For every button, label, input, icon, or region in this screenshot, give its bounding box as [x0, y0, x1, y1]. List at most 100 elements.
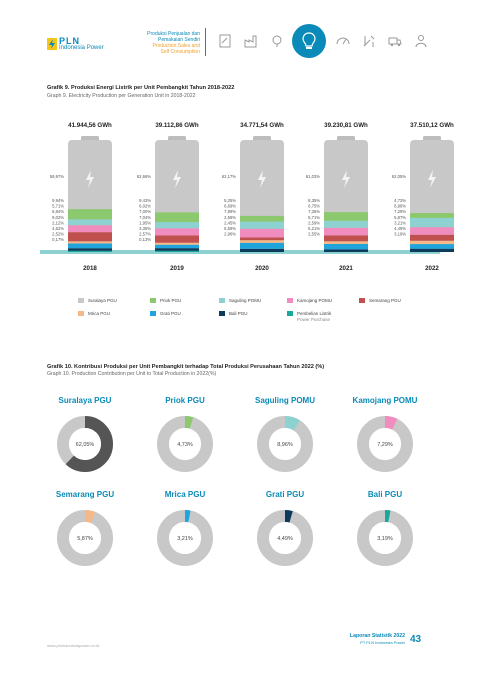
segment-label: 3,21%: [394, 220, 406, 225]
donut-svg: 3,21%: [157, 510, 213, 566]
bar-segment: [68, 209, 112, 220]
donut-title: Bali PGU: [367, 490, 403, 499]
total-label: 39.112,86 GWh: [155, 122, 199, 129]
page-number: 43: [410, 634, 422, 645]
bar-segment: [324, 220, 368, 228]
segment-label: 9,02%: [52, 215, 64, 220]
segment-label: 5,87%: [394, 215, 406, 220]
legend-label: Bali PGU: [229, 311, 248, 316]
battery-cap: [81, 136, 99, 141]
year-label: 2022: [425, 265, 439, 272]
total-label: 37.510,12 GWh: [410, 122, 454, 129]
bar-segment: [410, 248, 454, 252]
legend-label: Mrica PGU: [88, 311, 111, 316]
donut-svg: 4,49%: [257, 510, 313, 566]
segment-label: 4,73%: [394, 198, 406, 203]
bar-segment: [324, 227, 368, 236]
bar-segment: [240, 228, 284, 238]
wrench-icon[interactable]: [362, 34, 376, 48]
segment-label: 0,13%: [139, 237, 151, 242]
bar-segment: [324, 249, 368, 252]
donut-slice: [357, 416, 413, 472]
bar-segment: [68, 243, 112, 249]
segment-label: 5,71%: [52, 204, 64, 209]
donut-svg: 3,19%: [357, 510, 413, 566]
donut-slice: [57, 510, 113, 566]
donut-title: Semarang PGU: [55, 490, 115, 499]
bolt-icon: [258, 170, 266, 188]
donut-slice: [57, 416, 113, 472]
document-icon[interactable]: [218, 34, 232, 48]
total-label: 34.771,54 GWh: [240, 122, 284, 129]
segment-label: 2,12%: [52, 220, 64, 225]
segment-label: 7,04%: [139, 215, 151, 220]
bar-segment: [68, 232, 112, 242]
donut-title: Suralaya PGU: [58, 396, 112, 405]
bar-segment: [68, 250, 112, 252]
segment-label: 6,69%: [224, 204, 236, 209]
donut-hole: [69, 522, 101, 554]
legend-swatch: [287, 311, 293, 316]
bar-segment: [410, 217, 454, 228]
donut-slice: [257, 416, 313, 472]
donut-svg: 4,73%: [157, 416, 213, 472]
donut-title: Kamojang POMU: [352, 396, 418, 405]
bar-segment: [410, 227, 454, 235]
donut-value-label: 8,96%: [277, 442, 293, 448]
segment-label: 0,17%: [52, 237, 64, 242]
truck-icon[interactable]: [388, 34, 402, 48]
donut-hole: [369, 428, 401, 460]
donut-value-label: 4,49%: [277, 536, 293, 542]
segment-label: 5,21%: [308, 226, 320, 231]
segment-label: 6,75%: [308, 204, 320, 209]
segment-label: 2,59%: [308, 220, 320, 225]
segment-label: 5,25%: [224, 198, 236, 203]
segment-label: 1,95%: [139, 220, 151, 225]
legend-swatch: [150, 298, 156, 303]
segment-label: 3,19%: [394, 232, 406, 237]
battery-stacked-chart: 41.944,56 GWh59,97%9,94%5,71%6,84%9,02%2…: [40, 122, 454, 272]
bar-segment: [410, 240, 454, 245]
chart2-subtitle: Graph 10. Production Contribution per Un…: [47, 371, 217, 377]
legend-swatch: [219, 311, 225, 316]
bar-segment: [155, 244, 199, 249]
legend-swatch: [219, 298, 225, 303]
segment-label: 9,94%: [52, 198, 64, 203]
footer-report-sub: PT PLN Indonesia Power: [360, 640, 405, 645]
donut-value-label: 62,05%: [76, 442, 95, 448]
legend-label: Priok PGU: [160, 298, 182, 303]
lightning-logo-icon: [47, 38, 57, 50]
battery-cap: [337, 136, 355, 141]
page-header: PLN Indonesia Power Produksi Penjualan d…: [0, 0, 480, 62]
chart2-title: Grafik 10. Kontribusi Produksi per Unit …: [47, 364, 325, 370]
segment-label: 2,55%: [308, 232, 320, 237]
segment-label: 2,57%: [139, 232, 151, 237]
segment-label: 6,02%: [139, 204, 151, 209]
active-section-marker[interactable]: [292, 24, 326, 58]
factory-icon[interactable]: [244, 34, 258, 48]
bar-segment: [68, 219, 112, 226]
donut-svg: 7,29%: [357, 416, 413, 472]
donut-hole: [69, 428, 101, 460]
donut-chart: Suralaya PGU 62,05%: [40, 396, 130, 491]
legend-label: Saguling POMU: [229, 298, 262, 303]
segment-label: 3,35%: [139, 226, 151, 231]
footer-url[interactable]: www.plnindonesiapower.co.id: [47, 643, 100, 648]
battery-cap: [423, 136, 441, 141]
worker-icon[interactable]: [414, 34, 428, 48]
tools-icon[interactable]: [270, 34, 284, 48]
donut-value-label: 4,73%: [177, 442, 193, 448]
year-label: 2020: [255, 265, 269, 272]
suralaya-label: 62,66%: [137, 174, 151, 179]
gauge-icon[interactable]: [336, 34, 350, 48]
bar-segment: [240, 242, 284, 249]
segment-label: 2,59%: [224, 215, 236, 220]
legend-swatch: [359, 298, 365, 303]
bolt-icon: [428, 170, 436, 188]
donut-hole: [169, 428, 201, 460]
bar-segment: [410, 244, 454, 249]
segment-label: 8,96%: [394, 204, 406, 209]
donut-value-label: 7,29%: [377, 442, 393, 448]
segment-label: 5,58%: [224, 226, 236, 231]
bar-segment: [324, 241, 368, 244]
